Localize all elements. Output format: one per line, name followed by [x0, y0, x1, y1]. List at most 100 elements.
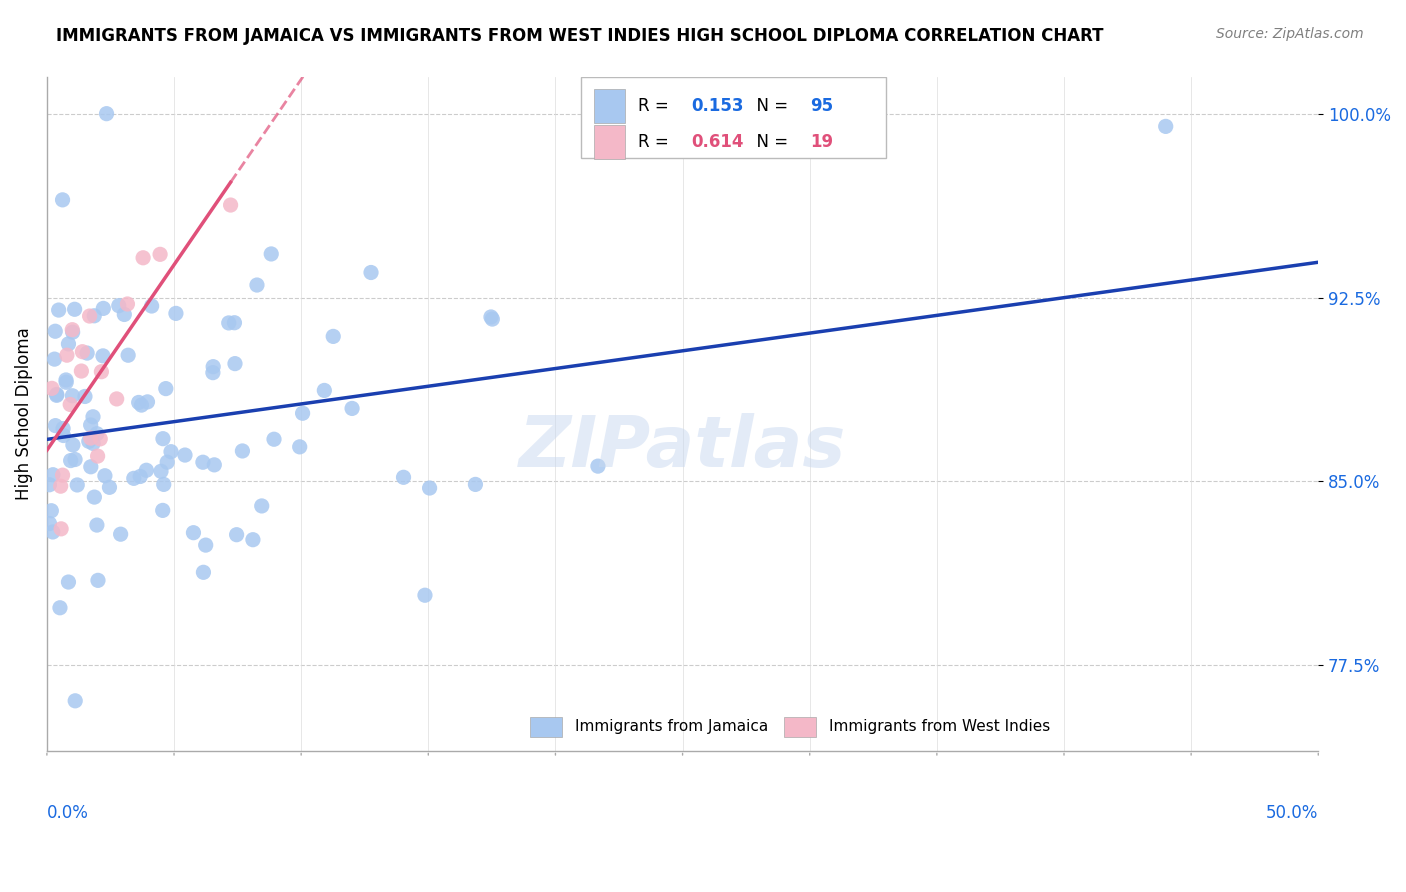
Point	[44, 324, 66, 338]
Point	[44, 418, 66, 433]
Point	[56, 348, 79, 362]
Point	[360, 265, 382, 279]
Text: 50.0%: 50.0%	[1265, 805, 1319, 822]
Point	[105, 392, 128, 406]
Point	[165, 306, 187, 320]
Text: Immigrants from Jamaica: Immigrants from Jamaica	[575, 720, 768, 734]
Point	[131, 398, 153, 412]
Point	[83, 490, 105, 504]
Point	[55, 376, 77, 390]
Point	[291, 406, 314, 420]
FancyBboxPatch shape	[581, 78, 886, 158]
Text: Immigrants from West Indies: Immigrants from West Indies	[828, 720, 1050, 734]
Point	[288, 440, 311, 454]
Point	[183, 525, 205, 540]
Point	[41, 504, 63, 518]
Text: R =: R =	[638, 96, 673, 115]
Point	[98, 480, 121, 494]
Point	[41, 381, 63, 395]
Point	[44, 352, 66, 367]
Point	[110, 527, 132, 541]
Text: Source: ZipAtlas.com: Source: ZipAtlas.com	[1216, 27, 1364, 41]
Point	[152, 477, 174, 491]
Point	[246, 278, 269, 293]
Point	[135, 463, 157, 477]
Text: 19: 19	[810, 133, 832, 151]
Point	[202, 359, 225, 374]
Point	[91, 349, 114, 363]
Point	[49, 522, 72, 536]
Point	[117, 297, 139, 311]
Point	[51, 193, 73, 207]
Point	[62, 438, 84, 452]
Point	[314, 384, 336, 398]
Point	[260, 247, 283, 261]
Point	[201, 366, 224, 380]
Text: IMMIGRANTS FROM JAMAICA VS IMMIGRANTS FROM WEST INDIES HIGH SCHOOL DIPLOMA CORRE: IMMIGRANTS FROM JAMAICA VS IMMIGRANTS FR…	[56, 27, 1104, 45]
Point	[413, 588, 436, 602]
Point	[392, 470, 415, 484]
Point	[586, 459, 609, 474]
Point	[117, 348, 139, 362]
Point	[150, 464, 173, 478]
Point	[224, 357, 246, 371]
Point	[89, 432, 111, 446]
Point	[51, 468, 73, 483]
Point	[58, 575, 80, 590]
FancyBboxPatch shape	[593, 89, 626, 122]
Point	[225, 527, 247, 541]
Text: 0.614: 0.614	[692, 133, 744, 151]
Point	[149, 247, 172, 261]
Point	[49, 479, 72, 493]
Point	[194, 538, 217, 552]
Point	[42, 524, 65, 539]
Point	[60, 389, 83, 403]
Point	[128, 395, 150, 409]
Point	[1154, 120, 1177, 134]
Point	[63, 302, 86, 317]
Point	[322, 329, 344, 343]
Point	[419, 481, 441, 495]
Point	[152, 503, 174, 517]
Point	[160, 444, 183, 458]
Text: R =: R =	[638, 133, 673, 151]
Point	[96, 106, 118, 120]
Point	[122, 471, 145, 485]
Point	[80, 459, 103, 474]
Point	[72, 344, 94, 359]
Point	[340, 401, 363, 416]
Point	[136, 395, 159, 409]
Point	[62, 325, 84, 339]
Point	[83, 309, 105, 323]
Point	[141, 299, 163, 313]
Point	[231, 444, 253, 458]
Point	[79, 417, 101, 432]
Point	[48, 303, 70, 318]
Text: 95: 95	[810, 96, 832, 115]
Point	[91, 301, 114, 316]
Point	[86, 426, 108, 441]
Point	[49, 600, 72, 615]
Text: 0.0%: 0.0%	[46, 805, 89, 822]
Point	[60, 323, 83, 337]
Point	[112, 308, 135, 322]
Point	[132, 251, 155, 265]
Point	[79, 431, 101, 445]
Point	[250, 499, 273, 513]
Point	[79, 309, 101, 323]
Point	[63, 694, 86, 708]
Point	[52, 428, 75, 442]
FancyBboxPatch shape	[785, 717, 815, 737]
Point	[155, 382, 177, 396]
Point	[129, 469, 152, 483]
Point	[59, 453, 82, 467]
Point	[263, 432, 285, 446]
Point	[90, 365, 112, 379]
Point	[77, 434, 100, 449]
Point	[45, 387, 67, 401]
Point	[73, 389, 96, 403]
Point	[464, 477, 486, 491]
Point	[76, 346, 98, 360]
Point	[63, 452, 86, 467]
Point	[58, 337, 80, 351]
